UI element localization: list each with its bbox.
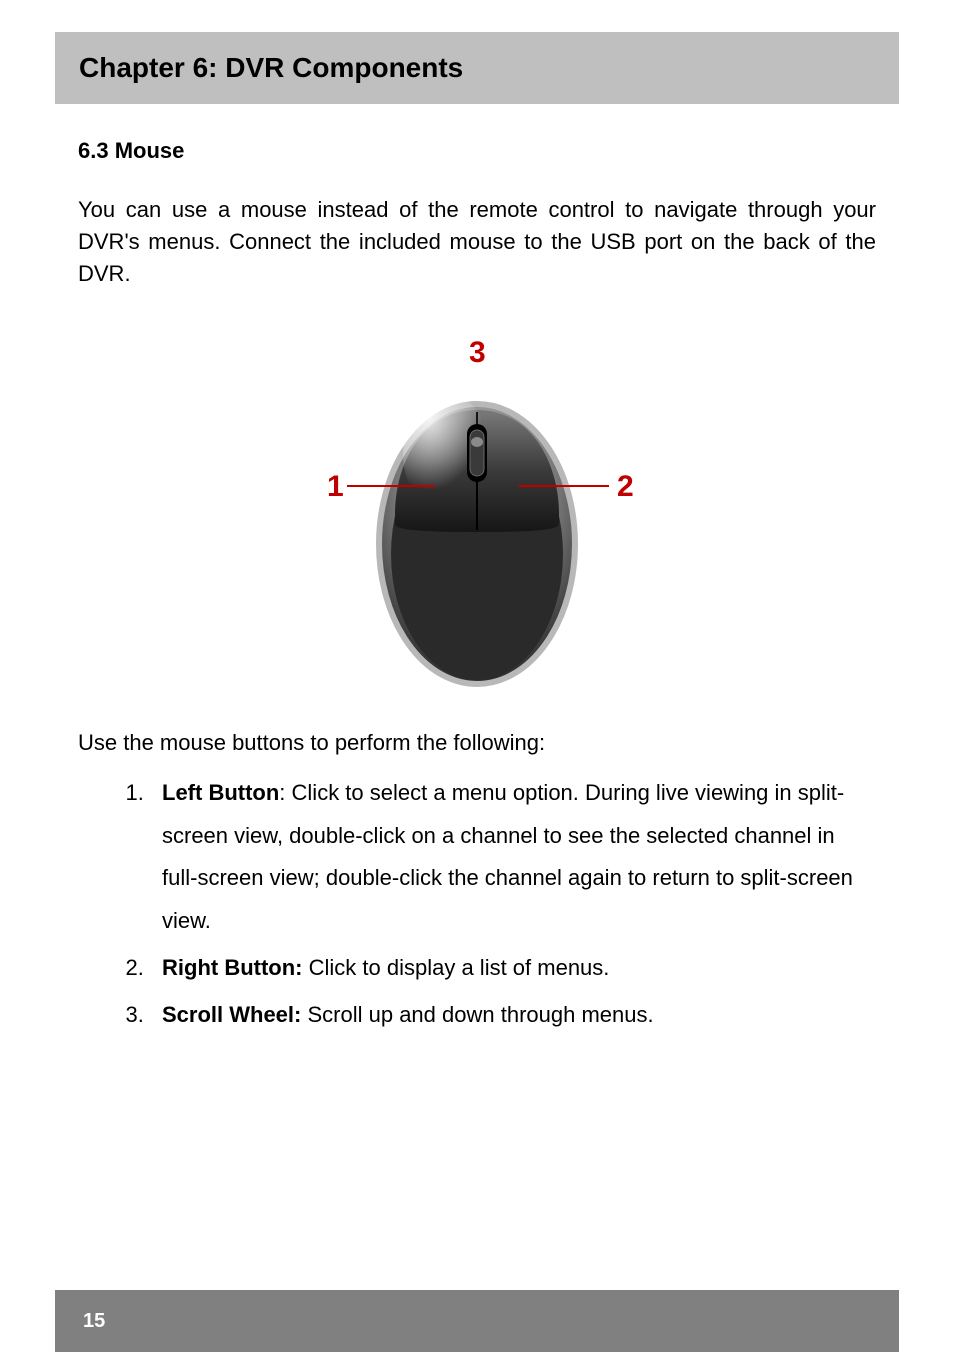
diagram-label-1: 1 [327, 470, 344, 503]
list-item-bold: Left Button [162, 780, 279, 805]
mouse-diagram-wrap: 1 2 3 [78, 314, 876, 694]
body-content: 6.3 Mouse You can use a mouse instead of… [78, 138, 876, 1037]
list-item-sep: : [279, 780, 291, 805]
list-item: Right Button: Click to display a list of… [150, 947, 876, 990]
list-item: Scroll Wheel: Scroll up and down through… [150, 994, 876, 1037]
list-item-text: Scroll up and down through menus. [307, 1002, 653, 1027]
diagram-label-2: 2 [617, 470, 634, 503]
chapter-title: Chapter 6: DVR Components [79, 52, 875, 84]
mouse-diagram: 1 2 3 [287, 314, 667, 694]
mouse-wheel-highlight [471, 437, 483, 447]
mouse-wheel [470, 430, 484, 476]
diagram-label-3: 3 [469, 336, 486, 369]
instruction-list: Left Button: Click to select a menu opti… [78, 772, 876, 1037]
list-item-text: Click to display a list of menus. [309, 955, 610, 980]
list-item: Left Button: Click to select a menu opti… [150, 772, 876, 944]
page-number: 15 [83, 1310, 105, 1333]
list-item-bold: Scroll Wheel: [162, 1002, 301, 1027]
chapter-header-bar: Chapter 6: DVR Components [55, 32, 899, 104]
list-intro: Use the mouse buttons to perform the fol… [78, 730, 876, 756]
list-item-bold: Right Button: [162, 955, 303, 980]
footer-bar: 15 [55, 1290, 899, 1352]
section-heading: 6.3 Mouse [78, 138, 876, 164]
intro-paragraph: You can use a mouse instead of the remot… [78, 194, 876, 290]
page: Chapter 6: DVR Components 6.3 Mouse You … [0, 0, 954, 1352]
